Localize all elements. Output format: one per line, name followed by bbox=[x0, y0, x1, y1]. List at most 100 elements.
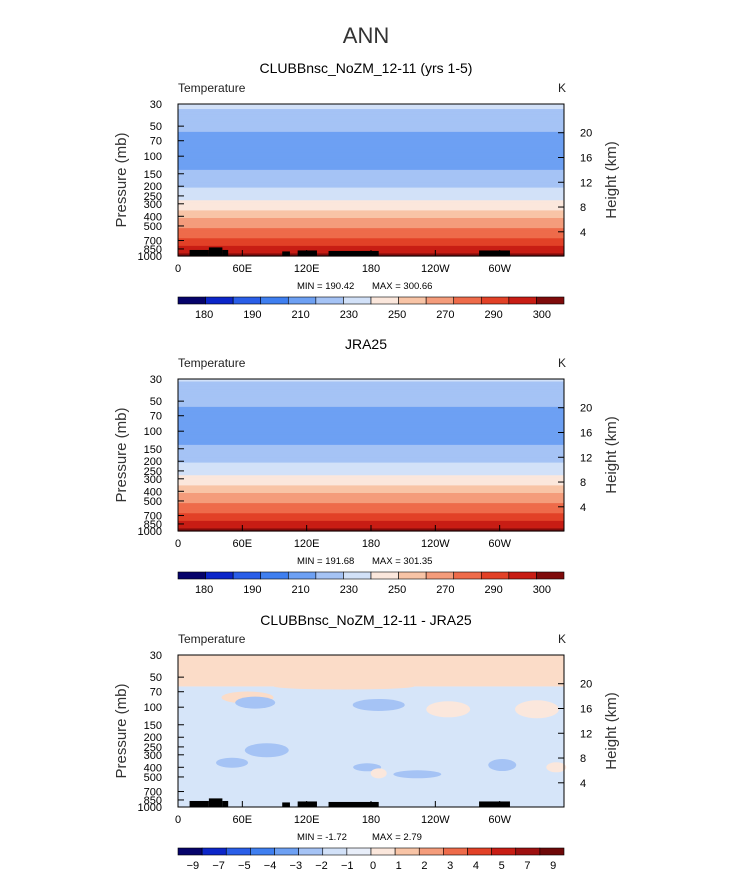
y-tick-label: 100 bbox=[144, 426, 162, 438]
topography-block bbox=[282, 802, 290, 807]
contour-band bbox=[178, 238, 564, 242]
contour-band bbox=[178, 182, 564, 186]
colorbar-swatch bbox=[539, 847, 565, 856]
contour-band bbox=[178, 462, 564, 466]
y-tick-label: 30 bbox=[150, 99, 162, 111]
contour-band bbox=[178, 220, 564, 224]
y-tick-label: 1000 bbox=[138, 802, 162, 814]
contour-band bbox=[178, 230, 564, 234]
contour-band bbox=[178, 457, 564, 461]
colorbar-swatch bbox=[343, 571, 372, 580]
y-right-tick-label: 12 bbox=[580, 728, 592, 740]
colorbar-label: 290 bbox=[484, 584, 502, 596]
contour-band bbox=[178, 495, 564, 499]
y-right-tick-label: 8 bbox=[580, 753, 586, 765]
colorbar-label: 3 bbox=[447, 860, 453, 872]
colorbar-swatch bbox=[536, 571, 565, 580]
y-right-axis-label: Height (km) bbox=[603, 416, 620, 494]
contour-band bbox=[178, 394, 564, 398]
contour-band bbox=[178, 422, 564, 426]
colorbar-swatch bbox=[177, 847, 203, 856]
y-tick-label: 30 bbox=[150, 374, 162, 386]
contour-field bbox=[178, 104, 564, 257]
y-right-tick-label: 8 bbox=[580, 477, 586, 489]
colorbar: 180 190 210 230 250 270 290 300 bbox=[177, 296, 565, 321]
contour-band bbox=[178, 432, 564, 436]
y-tick-label: 400 bbox=[144, 762, 162, 774]
y-tick-label: 150 bbox=[144, 169, 162, 181]
colorbar-swatch bbox=[260, 571, 289, 580]
colorbar-label: 230 bbox=[340, 584, 358, 596]
colorbar: 180 190 210 230 250 270 290 300 bbox=[177, 571, 565, 596]
contour-band bbox=[178, 131, 564, 135]
contour-band bbox=[178, 159, 564, 163]
contour-band bbox=[178, 493, 564, 497]
y-right-tick-label: 4 bbox=[580, 227, 586, 239]
contour-band bbox=[178, 114, 564, 118]
colorbar-swatch bbox=[298, 847, 324, 856]
x-tick-label: 180 bbox=[362, 814, 380, 826]
contour-band bbox=[178, 202, 564, 206]
colorbar-swatch bbox=[250, 847, 275, 856]
topography-block bbox=[479, 250, 510, 256]
colorbar-swatch bbox=[467, 847, 492, 856]
y-tick-label: 70 bbox=[150, 136, 162, 148]
y-right-tick-label: 16 bbox=[580, 152, 592, 164]
x-tick-label: 60W bbox=[488, 538, 511, 550]
contour-band bbox=[178, 447, 564, 451]
y-tick-label: 850 bbox=[144, 519, 162, 531]
colorbar-label: 180 bbox=[195, 309, 213, 321]
contour-band bbox=[178, 391, 564, 395]
stats-max: MAX = 300.66 bbox=[372, 281, 432, 292]
y-tick-label: 70 bbox=[150, 411, 162, 423]
contour-band bbox=[178, 434, 564, 438]
contour-band bbox=[178, 437, 564, 441]
contour-band bbox=[178, 424, 564, 428]
y-tick-label: 200 bbox=[144, 181, 162, 193]
contour-band bbox=[178, 487, 564, 492]
contour-band bbox=[178, 520, 564, 524]
x-tick-label: 120E bbox=[294, 814, 320, 826]
colorbar-swatch bbox=[343, 296, 372, 305]
colorbar-swatch bbox=[287, 296, 317, 305]
contour-band bbox=[178, 218, 564, 222]
y-tick-label: 400 bbox=[144, 211, 162, 223]
x-tick-label: 120E bbox=[294, 538, 320, 550]
colorbar-swatch bbox=[536, 296, 565, 305]
colorbar-swatch bbox=[394, 847, 420, 856]
colorbar-swatch bbox=[370, 571, 399, 580]
contour-band bbox=[178, 169, 564, 173]
contour-band bbox=[178, 149, 564, 153]
colorbar-swatch bbox=[232, 571, 262, 580]
y-tick-label: 700 bbox=[144, 511, 162, 523]
topography-block bbox=[189, 249, 209, 256]
contour-band bbox=[178, 442, 564, 446]
contour-band bbox=[178, 174, 564, 179]
y-right-axis-label: Height (km) bbox=[603, 692, 620, 770]
colorbar-swatch bbox=[315, 296, 344, 305]
contour-band bbox=[178, 223, 564, 227]
x-tick-label: 60E bbox=[233, 263, 253, 275]
colorbar-swatch bbox=[453, 296, 482, 305]
contour-band bbox=[178, 124, 564, 128]
contour-band bbox=[178, 384, 564, 388]
units-label: K bbox=[558, 81, 566, 95]
colorbar-label: 0 bbox=[370, 860, 376, 872]
colorbar-swatch bbox=[177, 571, 206, 580]
contour-band bbox=[178, 510, 564, 514]
topography-block bbox=[222, 249, 229, 256]
y-tick-label: 100 bbox=[144, 151, 162, 163]
contour-band bbox=[178, 134, 564, 138]
contour-band bbox=[178, 404, 564, 408]
colorbar-swatch bbox=[398, 571, 427, 580]
contour-band bbox=[178, 381, 564, 385]
variable-label: Temperature bbox=[178, 81, 246, 95]
colorbar-swatch bbox=[453, 571, 482, 580]
colorbar-label: 180 bbox=[195, 584, 213, 596]
y-right-tick-label: 4 bbox=[580, 778, 586, 790]
colorbar-swatch bbox=[260, 296, 289, 305]
x-tick-label: 60E bbox=[233, 814, 253, 826]
contour-band bbox=[178, 187, 564, 191]
stats-min: MIN = 191.68 bbox=[297, 556, 354, 567]
contour-band bbox=[178, 104, 564, 108]
